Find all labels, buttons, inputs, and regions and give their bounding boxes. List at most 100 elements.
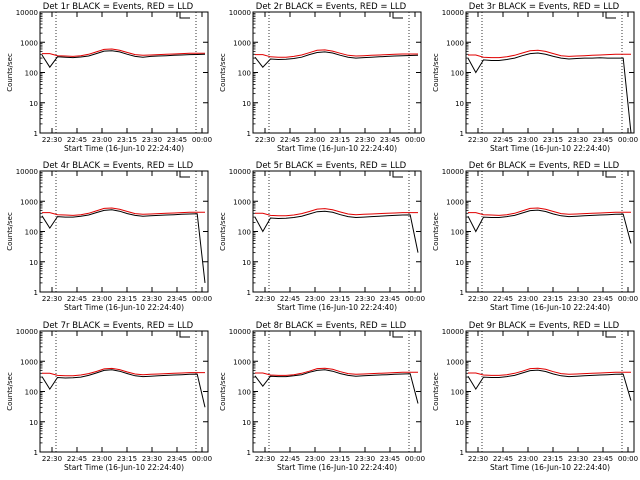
lld-series-line <box>468 367 631 376</box>
panel-title: Det 1r BLACK = Events, RED = LLD <box>43 2 194 12</box>
detector-panel: Det 8r BLACK = Events, RED = LLD 1 10 100 10… <box>219 321 425 472</box>
x-tick-label: 23:45 <box>380 295 400 303</box>
events-series-line <box>41 50 206 69</box>
x-tick-label: 23:45 <box>167 455 187 463</box>
panel-title: Det 9r BLACK = Events, RED = LLD <box>469 321 620 331</box>
corner-marker <box>392 171 403 178</box>
x-tick-label: 00:00 <box>192 295 212 303</box>
lld-series-line <box>255 49 418 58</box>
x-tick-label: 22:45 <box>67 295 87 303</box>
x-tick-label: 00:00 <box>192 136 212 144</box>
panel-title: Det 6r BLACK = Events, RED = LLD <box>469 161 620 171</box>
panel-title: Det 7r BLACK = Events, RED = LLD <box>43 321 194 331</box>
x-tick-label: 00:00 <box>192 455 212 463</box>
y-tick-label: 100 <box>25 389 38 397</box>
x-tick-label: 00:00 <box>618 295 638 303</box>
x-tick-label: 23:30 <box>142 455 162 463</box>
y-tick-label: 1000 <box>20 358 38 366</box>
y-tick-label: 100 <box>25 70 38 78</box>
corner-marker <box>605 171 616 178</box>
y-tick-label: 1000 <box>20 198 38 206</box>
x-tick-label: 23:30 <box>142 295 162 303</box>
x-tick-label: 22:30 <box>255 295 275 303</box>
events-series-line <box>467 52 632 134</box>
corner-marker <box>179 171 190 178</box>
detector-panel: Det 6r BLACK = Events, RED = LLD 1 10 100 10… <box>432 161 638 312</box>
x-tick-label: 22:45 <box>280 455 300 463</box>
y-tick-label: 10000 <box>16 9 38 17</box>
y-axis-label: Counts/sec <box>219 212 227 251</box>
x-tick-label: 23:45 <box>380 455 400 463</box>
lld-series-line <box>468 207 631 216</box>
corner-marker <box>392 12 403 19</box>
x-tick-label: 22:30 <box>42 295 62 303</box>
y-tick-label: 1 <box>34 130 38 138</box>
x-tick-label: 23:45 <box>167 295 187 303</box>
y-tick-label: 1000 <box>233 358 251 366</box>
x-tick-label: 23:45 <box>593 455 613 463</box>
y-tick-label: 10 <box>455 419 464 427</box>
x-axis-label: Start Time (16-Jun-10 22:24:40) <box>64 144 184 153</box>
x-tick-label: 23:00 <box>305 295 325 303</box>
x-tick-label: 22:30 <box>468 295 488 303</box>
y-tick-label: 1 <box>460 449 464 457</box>
x-tick-label: 23:15 <box>543 295 563 303</box>
y-tick-label: 100 <box>451 229 464 237</box>
y-tick-label: 1000 <box>446 198 464 206</box>
y-tick-label: 1 <box>34 449 38 457</box>
panel-title: Det 5r BLACK = Events, RED = LLD <box>256 161 407 171</box>
y-tick-label: 10000 <box>442 328 464 336</box>
plot-frame <box>465 170 635 293</box>
y-tick-label: 100 <box>451 70 464 78</box>
x-tick-label: 22:30 <box>255 136 275 144</box>
plot-frame <box>252 330 422 453</box>
corner-marker <box>605 331 616 338</box>
y-tick-label: 100 <box>238 389 251 397</box>
x-tick-label: 23:00 <box>92 455 112 463</box>
y-axis-label: Counts/sec <box>219 372 227 411</box>
detector-panel: Det 2r BLACK = Events, RED = LLD 1 10 100 10… <box>219 2 425 153</box>
x-tick-label: 22:45 <box>493 136 513 144</box>
x-tick-label: 23:15 <box>330 136 350 144</box>
detector-panel: Det 1r BLACK = Events, RED = LLD 1 10 100 10… <box>6 2 212 153</box>
detector-panel: Det 5r BLACK = Events, RED = LLD 1 10 100 10… <box>219 161 425 312</box>
y-tick-label: 10 <box>242 100 251 108</box>
events-series-line <box>254 210 419 253</box>
plot-frame <box>465 11 635 134</box>
corner-marker <box>179 331 190 338</box>
y-tick-label: 1 <box>34 289 38 297</box>
x-tick-label: 23:30 <box>355 136 375 144</box>
y-axis-label: Counts/sec <box>432 53 440 92</box>
y-tick-label: 1000 <box>20 39 38 47</box>
x-tick-label: 22:30 <box>42 136 62 144</box>
x-tick-label: 23:15 <box>117 136 137 144</box>
y-tick-label: 10000 <box>229 328 251 336</box>
y-tick-label: 10000 <box>442 9 464 17</box>
y-tick-label: 10 <box>29 259 38 267</box>
detector-panel: Det 3r BLACK = Events, RED = LLD 1 10 100 10… <box>432 2 638 153</box>
x-tick-label: 23:30 <box>355 455 375 463</box>
plot-frame <box>39 330 209 453</box>
y-axis-label: Counts/sec <box>432 372 440 411</box>
y-tick-label: 1000 <box>233 198 251 206</box>
x-tick-label: 23:30 <box>568 455 588 463</box>
y-axis-label: Counts/sec <box>6 212 14 251</box>
x-tick-label: 23:45 <box>380 136 400 144</box>
x-tick-label: 22:45 <box>67 455 87 463</box>
y-tick-label: 1000 <box>446 39 464 47</box>
x-tick-label: 23:00 <box>305 136 325 144</box>
plot-frame <box>465 330 635 453</box>
x-tick-label: 22:45 <box>280 136 300 144</box>
panel-title: Det 8r BLACK = Events, RED = LLD <box>256 321 407 331</box>
x-tick-label: 23:45 <box>167 136 187 144</box>
x-tick-label: 00:00 <box>618 136 638 144</box>
y-tick-label: 10 <box>29 419 38 427</box>
y-tick-label: 10 <box>29 100 38 108</box>
y-tick-label: 1000 <box>446 358 464 366</box>
x-tick-label: 22:30 <box>42 455 62 463</box>
y-tick-label: 100 <box>451 389 464 397</box>
x-axis-label: Start Time (16-Jun-10 22:24:40) <box>490 144 610 153</box>
lld-series-line <box>42 48 205 57</box>
x-tick-label: 23:00 <box>305 455 325 463</box>
events-series-line <box>467 209 632 244</box>
